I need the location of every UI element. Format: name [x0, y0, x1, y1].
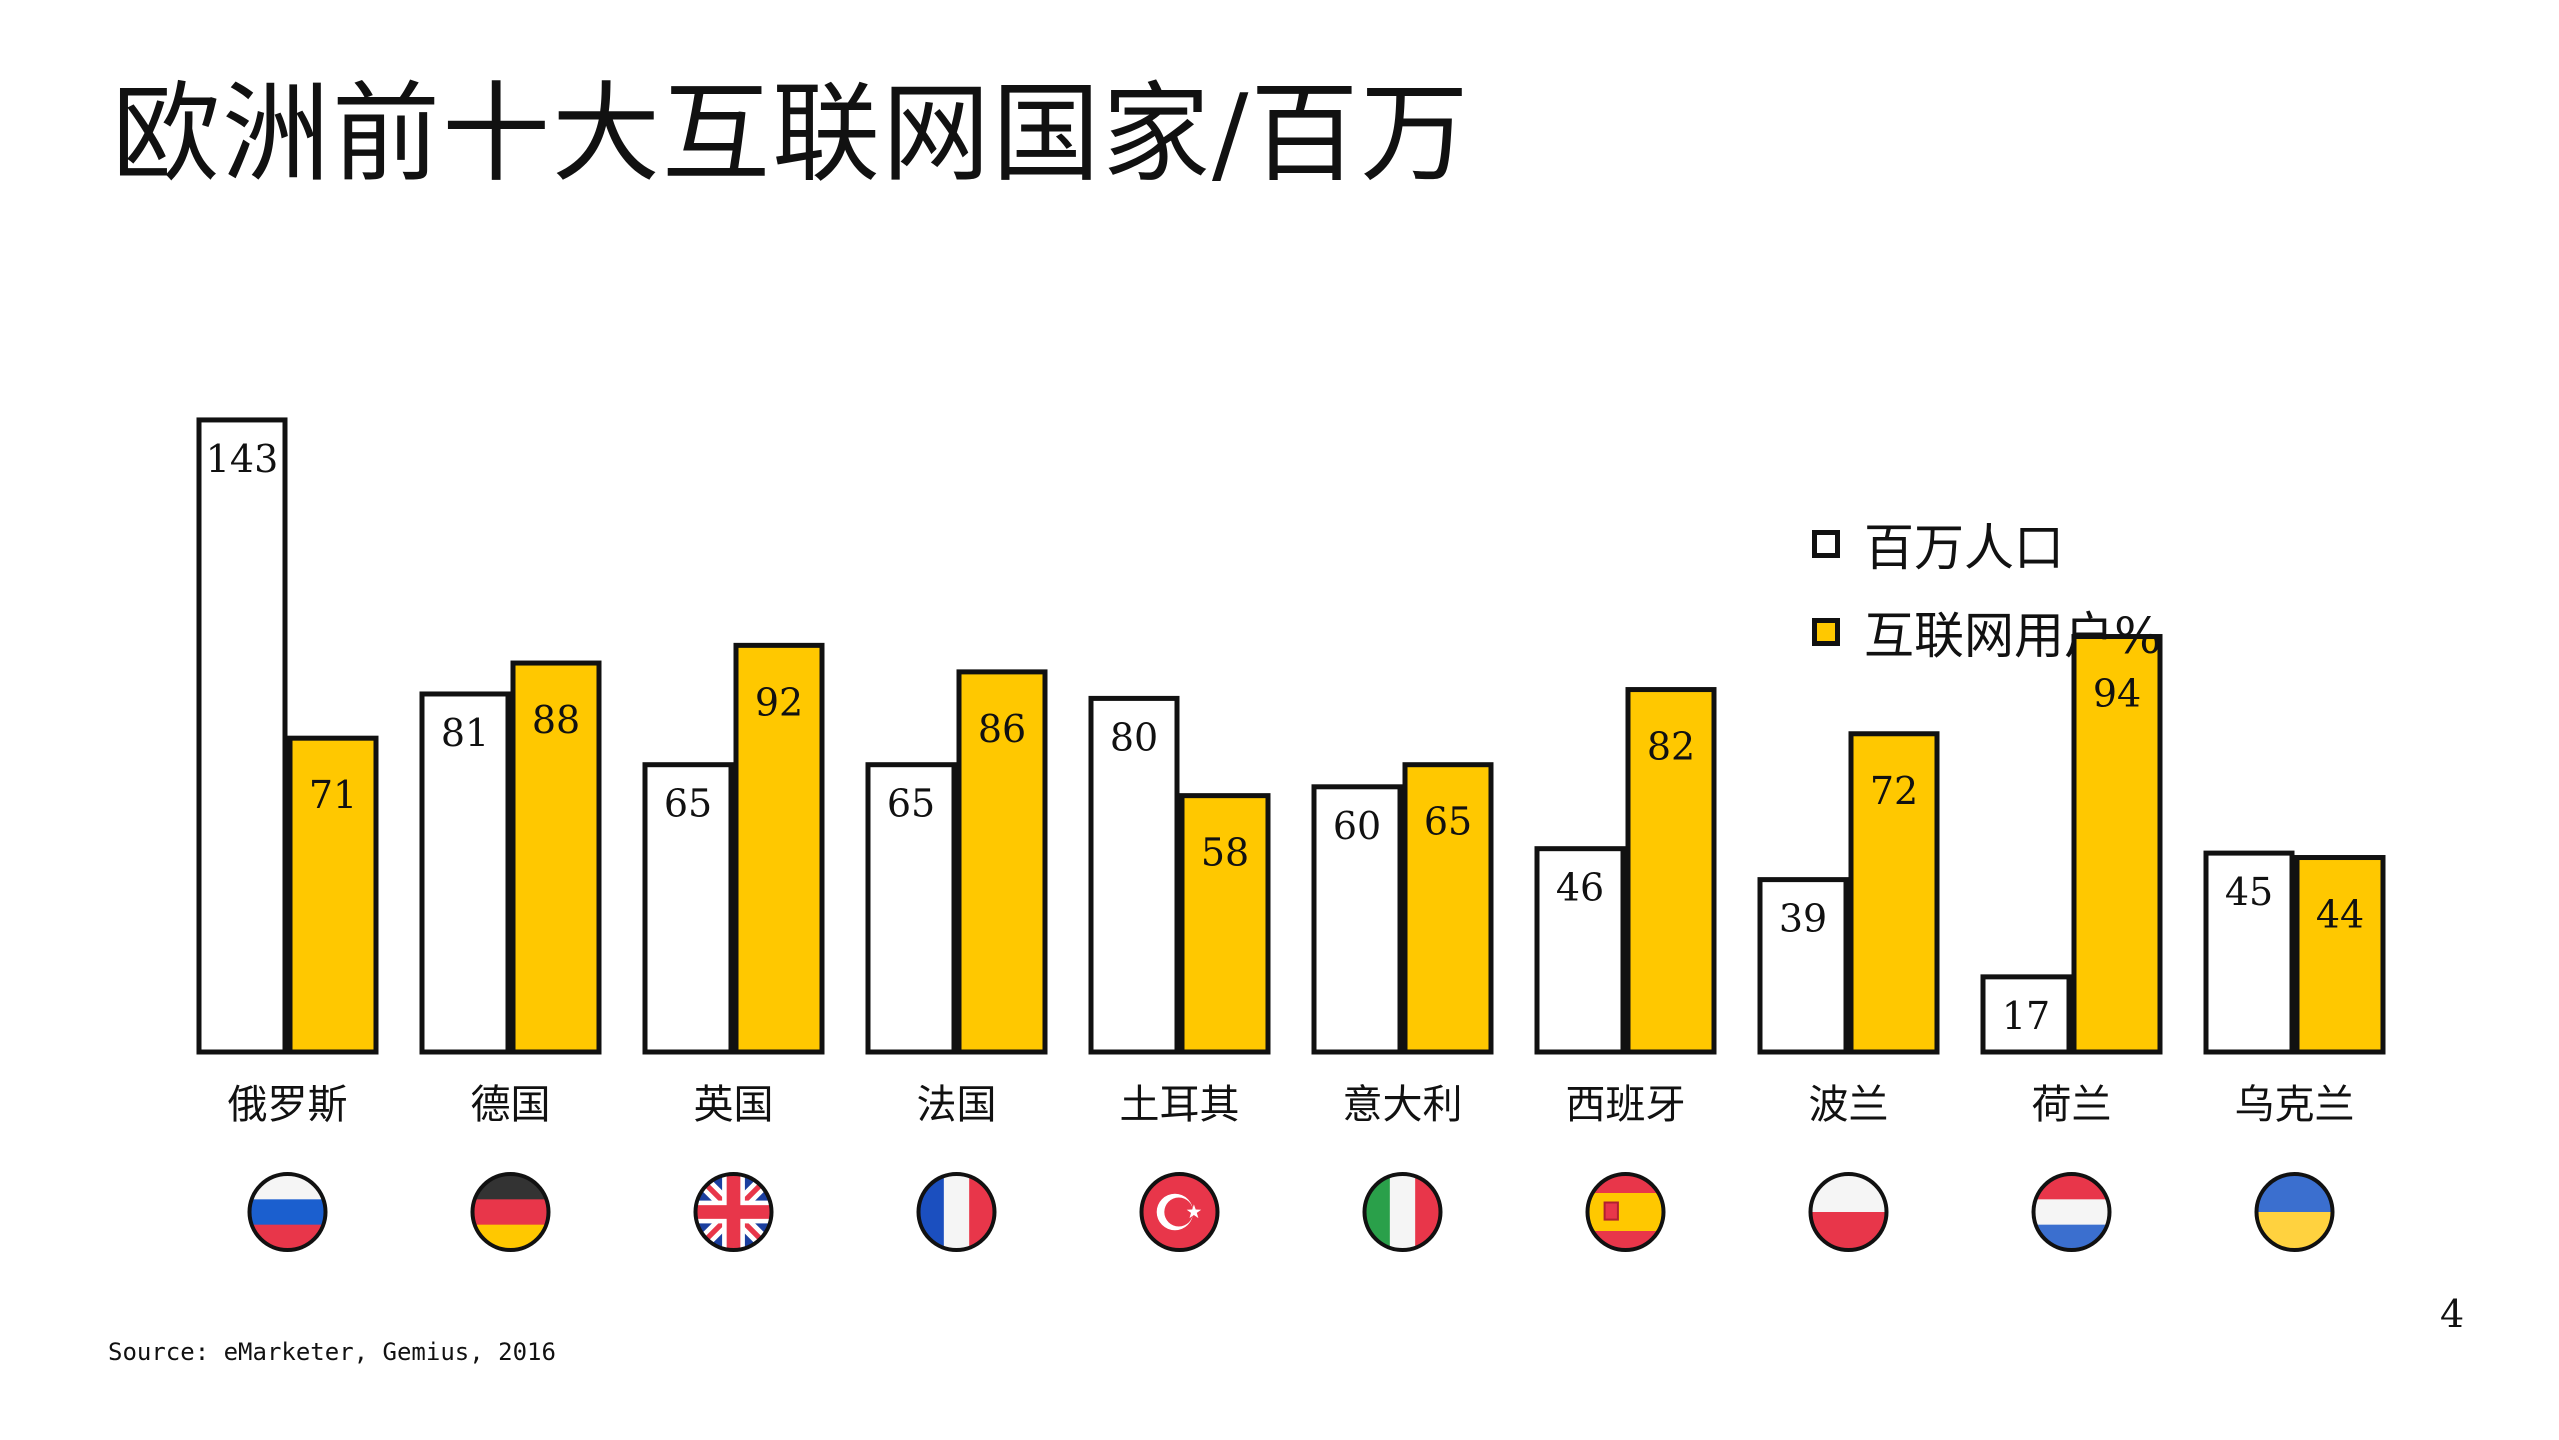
ukraine-flag-icon: [2254, 1172, 2335, 1252]
data-label-internet-5: 65: [1424, 800, 1472, 844]
bar-internet-2: [733, 642, 825, 1055]
data-label-internet-9: 44: [2316, 893, 2364, 937]
bar-population-9: [2203, 850, 2295, 1055]
data-label-internet-6: 82: [1647, 725, 1695, 769]
netherlands-flag-icon: [2031, 1172, 2112, 1252]
category-label-7: 波兰: [1809, 1082, 1889, 1128]
turkey-flag-icon: [1139, 1172, 1220, 1252]
france-flag-icon: [916, 1172, 997, 1252]
data-label-internet-0: 71: [309, 773, 357, 817]
data-label-population-7: 39: [1779, 897, 1827, 941]
bar-population-8: [1980, 974, 2072, 1055]
bar-population-0: [196, 417, 288, 1055]
data-label-internet-2: 92: [755, 680, 803, 724]
legend-item-population: 百万人口: [1812, 500, 2162, 588]
bar-internet-9: [2294, 855, 2386, 1055]
bar-internet-0: [287, 735, 379, 1055]
page-title: 欧洲前十大互联网国家/百万: [112, 72, 1471, 197]
spain-flag-icon: [1585, 1172, 1666, 1252]
category-label-5: 意大利: [1343, 1082, 1463, 1128]
data-label-population-6: 46: [1556, 866, 1604, 910]
data-label-population-0: 143: [206, 437, 279, 481]
legend-swatch-internet: [1812, 618, 1840, 646]
chart-legend: 百万人口 互联网用户%: [1812, 500, 2162, 676]
data-label-internet-3: 86: [978, 707, 1026, 751]
bar-population-7: [1757, 877, 1849, 1055]
data-label-population-4: 80: [1110, 715, 1158, 759]
data-label-population-9: 45: [2225, 870, 2273, 914]
data-label-population-5: 60: [1333, 804, 1381, 848]
bar-population-2: [642, 762, 734, 1055]
data-label-population-2: 65: [664, 782, 712, 826]
bar-population-5: [1311, 784, 1403, 1055]
category-label-4: 土耳其: [1120, 1082, 1240, 1128]
bar-internet-4: [1179, 793, 1271, 1055]
bar-internet-3: [956, 669, 1048, 1055]
bar-population-1: [419, 691, 511, 1055]
data-label-population-3: 65: [887, 782, 935, 826]
uk-flag-icon: [693, 1172, 774, 1252]
russia-flag-icon: [247, 1172, 328, 1252]
germany-flag-icon: [470, 1172, 551, 1252]
italy-flag-icon: [1362, 1172, 1443, 1252]
data-label-internet-7: 72: [1870, 769, 1918, 813]
legend-swatch-population: [1812, 530, 1840, 558]
poland-flag-icon: [1808, 1172, 1889, 1252]
category-label-1: 德国: [471, 1082, 551, 1128]
legend-item-internet: 互联网用户%: [1812, 588, 2162, 676]
legend-label-internet: 互联网用户%: [1864, 607, 2162, 665]
category-label-2: 英国: [694, 1082, 774, 1128]
bar-internet-5: [1402, 762, 1494, 1055]
bar-internet-8: [2071, 634, 2163, 1055]
category-label-9: 乌克兰: [2235, 1082, 2355, 1128]
source-note: Source: eMarketer, Gemius, 2016: [108, 1338, 556, 1366]
data-label-internet-8: 94: [2093, 672, 2141, 716]
category-label-0: 俄罗斯: [228, 1082, 348, 1128]
legend-label-population: 百万人口: [1864, 519, 2064, 577]
bar-internet-6: [1625, 687, 1717, 1055]
data-label-internet-4: 58: [1201, 831, 1249, 875]
data-label-internet-1: 88: [532, 698, 580, 742]
data-label-population-8: 17: [2002, 994, 2050, 1038]
data-label-population-1: 81: [441, 711, 489, 755]
page-number: 4: [2440, 1292, 2465, 1336]
category-label-8: 荷兰: [2032, 1082, 2112, 1128]
bar-population-3: [865, 762, 957, 1055]
bar-internet-1: [510, 660, 602, 1055]
bar-population-4: [1088, 695, 1180, 1055]
category-label-3: 法国: [917, 1082, 997, 1128]
category-label-6: 西班牙: [1566, 1082, 1686, 1128]
bar-internet-7: [1848, 731, 1940, 1055]
bar-population-6: [1534, 846, 1626, 1055]
